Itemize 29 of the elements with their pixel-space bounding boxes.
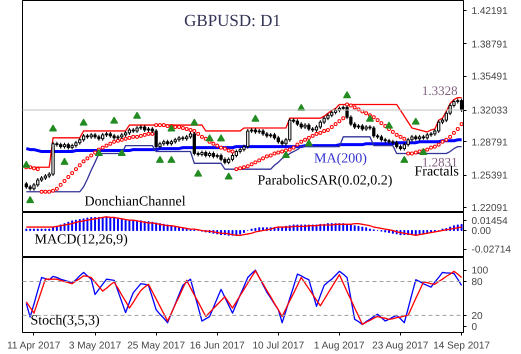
y-tick-label: 1.35491: [472, 72, 508, 83]
annotation: MACD(12,26,9): [34, 232, 128, 248]
x-tick-label: 16 Jun 2017: [190, 340, 246, 352]
x-tick-label: 25 May 2017: [127, 340, 186, 352]
x-tick-label: 1 Aug 2017: [314, 340, 365, 352]
y-tick-label: 1.38791: [472, 39, 508, 50]
annotation: DonchianChannel: [84, 194, 186, 210]
annotation: MA(200): [314, 152, 368, 166]
y-tick-label: 1.25391: [472, 170, 508, 182]
annotation: Stoch(3,5,3): [30, 314, 100, 328]
y-tick-label: -0.02714: [472, 244, 512, 256]
x-tick-label: 11 Apr 2017: [7, 340, 61, 352]
x-tick-label: 3 May 2017: [68, 340, 122, 352]
y-tick-label: 0.00: [472, 226, 492, 237]
x-tick-label: 14 Sep 2017: [433, 340, 490, 352]
x-tick-label: 10 Jul 2017: [252, 340, 305, 352]
y-tick-label: 0: [472, 322, 478, 334]
x-tick-label: 23 Aug 2017: [372, 340, 429, 352]
y-tick-label: 20: [472, 310, 484, 322]
y-tick-label: 0.01454: [472, 216, 508, 228]
annotation: ParabolicSAR(0.02,0.2): [258, 174, 393, 188]
y-tick-label: 1.32033: [472, 106, 508, 117]
annotation: 1.3328: [422, 82, 458, 98]
y-tick-label: 1.28791: [472, 137, 508, 148]
y-tick-label: 1.22091: [472, 202, 508, 214]
y-tick-label: 1.42191: [472, 6, 508, 17]
y-tick-label: 80: [472, 276, 484, 288]
text: GBPUSD: D1: [184, 11, 281, 30]
y-tick-label: 100: [472, 266, 489, 277]
